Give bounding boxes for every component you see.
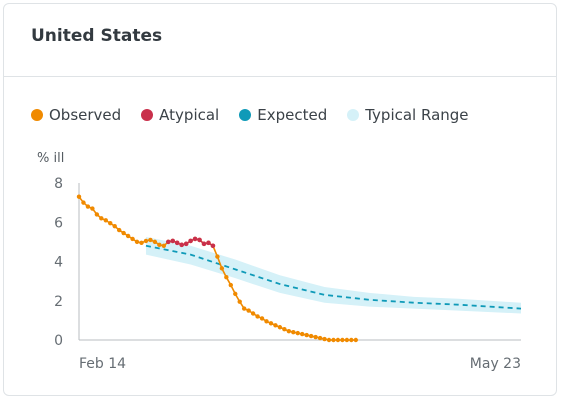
observed-point: [349, 337, 354, 343]
atypical-point: [174, 240, 180, 246]
observed-point: [353, 337, 359, 343]
y-tick-label: 0: [54, 333, 63, 349]
observed-dot-icon: [31, 109, 43, 121]
observed-point: [161, 243, 167, 248]
observed-point: [255, 314, 260, 319]
observed-point: [215, 254, 220, 259]
observed-point: [326, 337, 332, 343]
legend-label: Atypical: [159, 106, 220, 124]
observed-point: [125, 233, 131, 239]
observed-point: [322, 336, 327, 342]
x-tick-label-start: Feb 14: [79, 356, 126, 372]
legend-label: Observed: [49, 106, 122, 124]
observed-point: [130, 236, 135, 242]
observed-point: [99, 216, 104, 221]
observed-point: [103, 218, 108, 223]
observed-point: [228, 282, 233, 288]
observed-point: [85, 204, 91, 209]
observed-point: [317, 335, 323, 341]
chart-legend: Observed Atypical Expected Typical Range: [31, 104, 469, 126]
observed-point: [116, 227, 122, 233]
observed-point: [94, 212, 100, 217]
observed-point: [313, 334, 318, 340]
observed-point: [268, 321, 274, 326]
observed-point: [259, 316, 265, 321]
observed-point: [304, 332, 309, 338]
observed-point: [241, 306, 247, 311]
y-axis-label: % ill: [37, 151, 64, 166]
legend-item-atypical: Atypical: [141, 106, 219, 124]
observed-point: [121, 230, 126, 236]
atypical-series: [165, 236, 216, 249]
atypical-point: [165, 239, 171, 245]
observed-point: [340, 337, 345, 343]
atypical-point: [170, 238, 176, 244]
legend-item-observed: Observed: [31, 106, 121, 124]
observed-point: [300, 331, 305, 337]
observed-point: [157, 242, 162, 248]
observed-point: [233, 291, 238, 297]
observed-point: [250, 311, 256, 316]
chart-card: [3, 3, 557, 396]
observed-point: [76, 194, 82, 199]
atypical-point: [188, 238, 193, 244]
observed-point: [295, 330, 300, 336]
observed-point: [219, 266, 225, 271]
y-tick-label: 6: [54, 215, 63, 231]
atypical-point: [210, 243, 216, 249]
observed-point: [108, 221, 113, 226]
y-axis-ticks: 0 2 4 6 8: [54, 176, 63, 349]
atypical-point: [192, 236, 198, 242]
typical-range-area: [145, 236, 521, 314]
observed-point: [277, 325, 283, 330]
legend-label: Typical Range: [365, 106, 469, 124]
observed-point: [81, 200, 86, 205]
atypical-point: [179, 242, 184, 248]
x-tick-label-end: May 23: [470, 356, 521, 372]
observed-point: [291, 329, 296, 335]
observed-point: [308, 333, 314, 339]
observed-point: [112, 223, 117, 229]
atypical-point: [206, 240, 211, 246]
observed-point: [152, 239, 158, 245]
legend-label: Expected: [257, 106, 328, 124]
observed-point: [224, 275, 229, 280]
card-title: United States: [31, 26, 163, 46]
typical-range-band: [145, 236, 521, 314]
typical-range-dot-icon: [347, 109, 360, 121]
atypical-point: [201, 241, 207, 247]
atypical-point: [183, 241, 189, 247]
y-tick-label: 8: [54, 176, 63, 192]
observed-point: [286, 328, 292, 334]
observed-point: [90, 206, 95, 211]
legend-item-expected: Expected: [239, 106, 327, 124]
observed-point: [246, 308, 251, 313]
observed-point: [134, 239, 140, 245]
observed-point: [264, 319, 269, 324]
observed-point: [335, 337, 341, 343]
y-tick-label: 4: [54, 255, 63, 271]
observed-point: [273, 323, 278, 328]
observed-point: [282, 327, 287, 332]
observed-point: [237, 299, 242, 304]
atypical-point: [197, 237, 202, 243]
observed-point: [143, 238, 149, 244]
observed-point: [331, 337, 336, 343]
observed-point: [344, 337, 350, 343]
y-tick-label: 2: [54, 294, 63, 310]
observed-point: [148, 237, 153, 243]
observed-point: [139, 240, 144, 246]
legend-item-typical-range: Typical Range: [347, 106, 469, 124]
card-header: [4, 4, 556, 77]
expected-dot-icon: [239, 109, 252, 121]
atypical-dot-icon: [141, 109, 154, 121]
